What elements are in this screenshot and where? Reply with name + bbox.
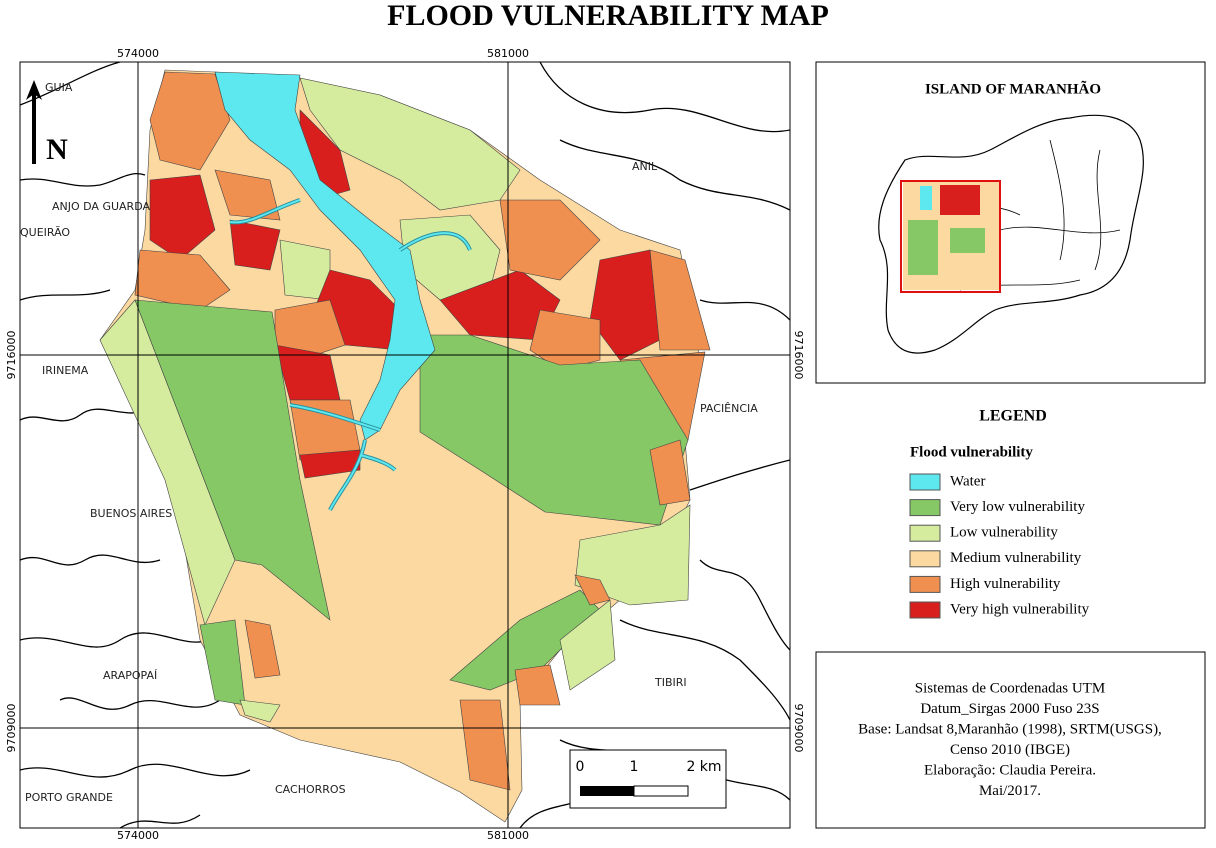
legend-swatch bbox=[909, 499, 941, 517]
high-zone bbox=[574, 574, 611, 606]
very-high-zone bbox=[149, 174, 216, 261]
low-zone bbox=[559, 599, 616, 691]
grid-label: 9709000 bbox=[792, 704, 805, 753]
credit-line: Mai/2017. bbox=[979, 783, 1041, 799]
grid-label: 574000 bbox=[117, 829, 159, 842]
place-label: QUEIRÃO bbox=[20, 226, 70, 239]
map-title: FLOOD VULNERABILITY MAP bbox=[387, 0, 829, 32]
scale-seg bbox=[633, 785, 689, 797]
place-label: IRINEMA bbox=[42, 364, 89, 377]
legend-swatch bbox=[909, 473, 941, 491]
north-arrow bbox=[26, 80, 42, 100]
place-label: BUENOS AIRES bbox=[90, 507, 172, 520]
very-low-zone bbox=[134, 299, 331, 621]
scale-box bbox=[569, 749, 727, 809]
high-zone bbox=[514, 664, 561, 706]
legend-label: Medium vulnerability bbox=[950, 550, 1082, 566]
north-label: N bbox=[46, 133, 68, 166]
place-label: PORTO GRANDE bbox=[25, 791, 113, 804]
high-zone bbox=[149, 71, 231, 171]
legend-title: LEGEND bbox=[979, 408, 1047, 425]
inset-extent bbox=[900, 180, 1001, 293]
grid-label: 581000 bbox=[487, 47, 529, 60]
scale-label: 0 bbox=[576, 759, 585, 775]
grid-label: 581000 bbox=[487, 829, 529, 842]
high-zone bbox=[649, 249, 711, 351]
credit-line: Censo 2010 (IBGE) bbox=[950, 742, 1070, 758]
inset-title: ISLAND OF MARANHÃO bbox=[925, 79, 1101, 97]
place-label: TIBIRI bbox=[654, 676, 687, 689]
low-zone bbox=[239, 699, 281, 723]
grid-label: 9709000 bbox=[5, 704, 18, 753]
place-label: ANIL bbox=[632, 160, 658, 173]
low-zone bbox=[99, 299, 236, 626]
place-label: PACIÊNCIA bbox=[700, 402, 758, 415]
inset-area bbox=[908, 220, 938, 275]
legend-swatch bbox=[909, 550, 941, 568]
high-zone bbox=[214, 169, 281, 221]
inset-area bbox=[950, 228, 985, 253]
credits-frame bbox=[815, 651, 1206, 829]
credit-line: Base: Landsat 8,Maranhão (1998), SRTM(US… bbox=[858, 721, 1162, 737]
legend-label: Very low vulnerability bbox=[950, 499, 1085, 515]
very-high-zone bbox=[589, 249, 661, 361]
legend-label: High vulnerability bbox=[950, 576, 1061, 592]
island-outline bbox=[878, 114, 1144, 354]
very-high-zone bbox=[229, 219, 281, 271]
grid-label: 9716000 bbox=[5, 331, 18, 380]
legend-label: Low vulnerability bbox=[950, 525, 1058, 541]
credit-line: Elaboração: Claudia Pereira. bbox=[924, 762, 1096, 778]
very-high-zone bbox=[299, 449, 361, 479]
inset-area bbox=[920, 186, 932, 210]
high-zone bbox=[649, 439, 691, 506]
grid-label: 9716000 bbox=[792, 331, 805, 380]
high-zone bbox=[134, 249, 231, 311]
inset-area bbox=[940, 185, 980, 215]
legend-label: Water bbox=[950, 473, 985, 489]
place-label: GUIA bbox=[45, 81, 73, 94]
credit-line: Sistemas de Coordenadas UTM bbox=[915, 680, 1105, 696]
low-zone bbox=[574, 504, 691, 606]
grid-label: 574000 bbox=[117, 47, 159, 60]
scale-label: 1 bbox=[630, 759, 639, 775]
low-zone bbox=[299, 77, 521, 211]
legend-swatch bbox=[909, 524, 941, 542]
high-zone bbox=[459, 699, 511, 791]
legend-label: Very high vulnerability bbox=[950, 601, 1090, 617]
scale-seg bbox=[580, 786, 634, 796]
legend-swatch bbox=[909, 601, 941, 619]
legend-swatch bbox=[909, 575, 941, 593]
high-zone bbox=[244, 619, 281, 679]
north-arrow-shaft bbox=[32, 94, 36, 164]
map-body: GUIA ANJO DA GUARDA QUEIRÃO ANIL IRINEMA PACI… bbox=[20, 62, 790, 828]
place-label: CACHORROS bbox=[275, 783, 346, 796]
legend-subtitle: Flood vulnerability bbox=[910, 444, 1033, 460]
place-label: ANJO DA GUARDA bbox=[52, 200, 150, 213]
credit-line: Datum_Sirgas 2000 Fuso 23S bbox=[920, 701, 1099, 717]
place-label: ARAPOPAÍ bbox=[103, 669, 157, 682]
scale-label: 2 km bbox=[686, 759, 721, 775]
